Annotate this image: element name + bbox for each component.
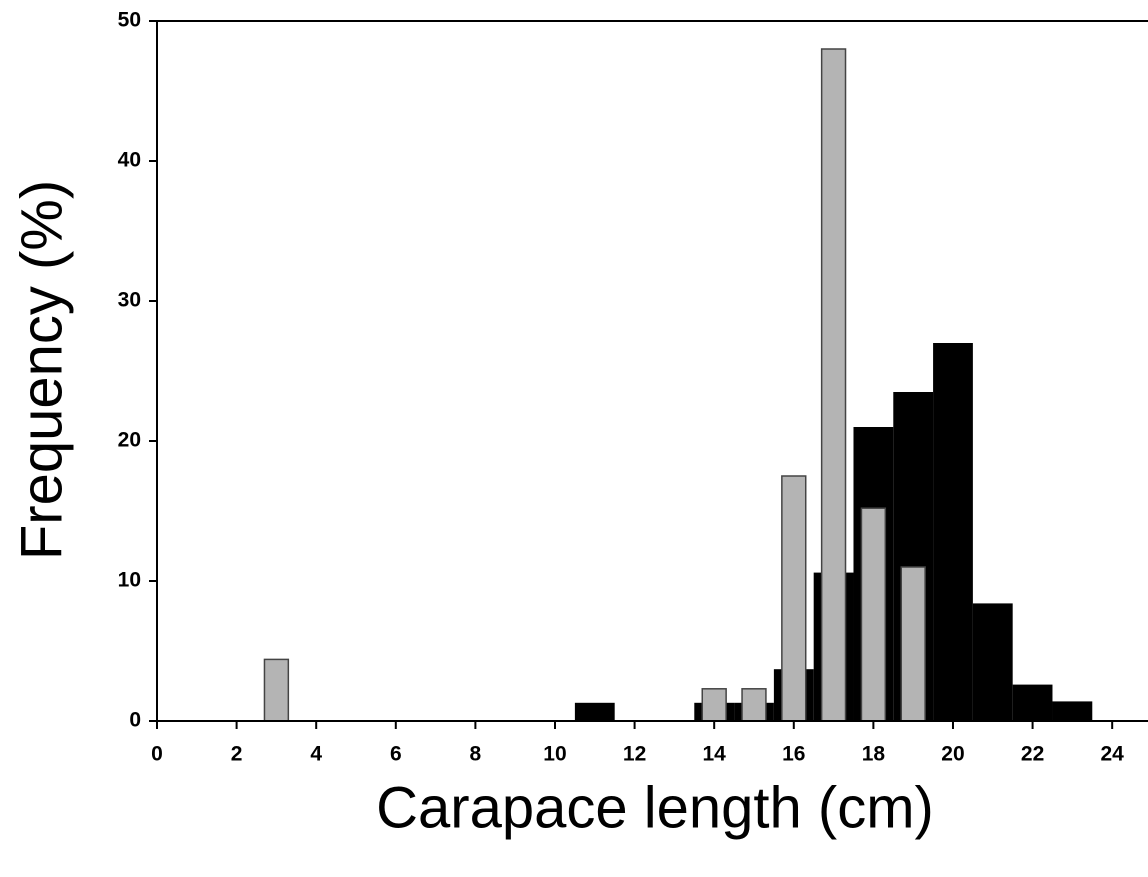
bar (820, 48, 847, 722)
bar (574, 702, 615, 721)
x-tick-label: 10 (543, 743, 566, 766)
x-axis-title: Carapace length (cm) (376, 775, 934, 840)
bar (933, 343, 973, 721)
y-axis-title: Frequency (%) (9, 180, 74, 560)
bar (1012, 684, 1053, 721)
y-tick-label: 30 (118, 289, 141, 312)
x-tick-label: 8 (470, 743, 482, 766)
x-tick-label: 14 (703, 743, 727, 766)
x-tick-label: 4 (310, 743, 322, 766)
y-tick-label: 40 (118, 149, 141, 172)
x-tick-label: 16 (782, 743, 805, 766)
x-tick-label: 6 (390, 743, 402, 766)
x-tick-label: 22 (1021, 743, 1044, 766)
bar (701, 688, 727, 722)
x-tick-label: 0 (151, 743, 163, 766)
bar (1052, 701, 1093, 721)
y-tick-label: 20 (118, 429, 141, 452)
x-tick-label: 12 (623, 743, 646, 766)
bar (900, 566, 926, 722)
bar (741, 688, 767, 722)
x-tick-label: 18 (862, 743, 886, 766)
y-tick-label: 50 (118, 9, 141, 32)
x-tick-label: 20 (941, 743, 964, 766)
bar (972, 603, 1013, 721)
y-tick-label: 10 (118, 569, 141, 592)
bar (860, 507, 887, 722)
bar (263, 658, 290, 722)
x-tick-label: 24 (1101, 743, 1125, 766)
y-tick-label: 0 (129, 709, 141, 732)
x-tick-label: 2 (231, 743, 243, 766)
bar (781, 475, 807, 722)
